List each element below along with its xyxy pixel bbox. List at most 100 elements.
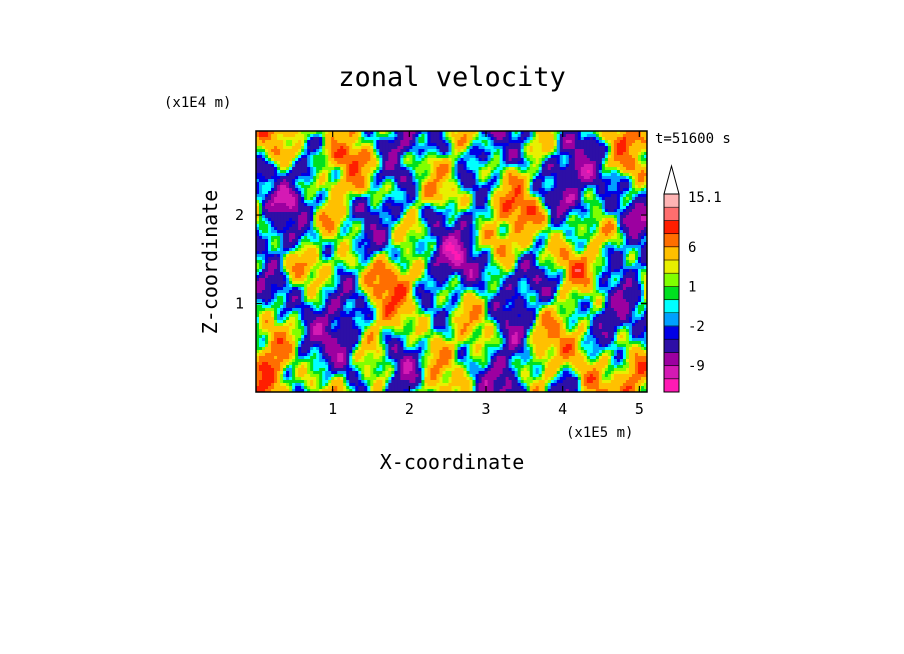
heatmap-cell	[304, 215, 308, 219]
heatmap-cell	[370, 167, 374, 171]
heatmap-cell	[514, 143, 519, 147]
heatmap-cell	[643, 209, 647, 213]
heatmap-cell	[331, 179, 335, 183]
heatmap-cell	[385, 203, 389, 207]
heatmap-cell	[280, 227, 284, 231]
heatmap-cell	[577, 224, 582, 228]
heatmap-cell	[373, 224, 377, 228]
heatmap-cell	[286, 218, 290, 222]
heatmap-cell	[292, 170, 296, 174]
heatmap-cell	[583, 140, 588, 144]
heatmap-cell	[373, 209, 377, 213]
heatmap-cell	[562, 170, 567, 174]
heatmap-cell	[556, 215, 561, 219]
heatmap-cell	[553, 155, 558, 159]
heatmap-cell	[601, 242, 606, 246]
heatmap-cell	[451, 167, 456, 171]
heatmap-cell	[580, 152, 585, 156]
heatmap-cell	[502, 137, 507, 141]
heatmap-cell	[307, 164, 311, 168]
heatmap-cell	[628, 200, 633, 204]
heatmap-cell	[622, 224, 627, 228]
heatmap-cell	[547, 143, 552, 147]
heatmap-cell	[553, 230, 558, 234]
heatmap-cell	[334, 134, 338, 138]
heatmap-cell	[565, 161, 570, 165]
heatmap-cell	[310, 134, 314, 138]
heatmap-cell	[286, 212, 290, 216]
heatmap-cell	[346, 197, 350, 201]
heatmap-cell	[625, 179, 630, 183]
heatmap-cell	[346, 188, 350, 192]
heatmap-cell	[460, 224, 465, 228]
heatmap-cell	[505, 191, 510, 195]
heatmap-cell	[277, 197, 281, 201]
heatmap-cell	[292, 230, 296, 234]
heatmap-cell	[367, 161, 371, 165]
heatmap-cell	[328, 188, 332, 192]
heatmap-cell	[490, 146, 495, 150]
heatmap-cell	[319, 206, 323, 210]
heatmap-cell	[631, 182, 636, 186]
heatmap-cell	[337, 200, 341, 204]
heatmap-cell	[394, 134, 398, 138]
heatmap-cell	[457, 140, 462, 144]
heatmap-cell	[322, 131, 326, 135]
heatmap-cell	[565, 242, 570, 246]
heatmap-cell	[487, 209, 492, 213]
heatmap-cell	[325, 137, 329, 141]
heatmap-cell	[424, 215, 429, 219]
heatmap-cell	[538, 143, 543, 147]
heatmap-cell	[478, 215, 483, 219]
heatmap-cell	[406, 179, 410, 183]
heatmap-cell	[592, 221, 597, 225]
heatmap-cell	[628, 158, 633, 162]
heatmap-cell	[484, 173, 489, 177]
heatmap-cell	[496, 182, 501, 186]
heatmap-cell	[436, 140, 441, 144]
heatmap-cell	[559, 242, 564, 246]
heatmap-cell	[622, 227, 627, 231]
heatmap-cell	[568, 164, 573, 168]
heatmap-cell	[388, 239, 392, 243]
heatmap-cell	[628, 197, 633, 201]
heatmap-cell	[313, 221, 317, 225]
heatmap-cell	[472, 161, 477, 165]
heatmap-cell	[448, 242, 453, 246]
heatmap-cell	[295, 146, 299, 150]
heatmap-cell	[574, 233, 579, 237]
heatmap-cell	[349, 218, 353, 222]
heatmap-cell	[526, 167, 531, 171]
heatmap-cell	[499, 221, 504, 225]
heatmap-cell	[463, 227, 468, 231]
heatmap-cell	[265, 152, 269, 156]
heatmap-cell	[643, 206, 647, 210]
heatmap-cell	[472, 137, 477, 141]
heatmap-cell	[256, 233, 260, 237]
heatmap-cell	[418, 239, 423, 243]
heatmap-cell	[268, 143, 272, 147]
heatmap-cell	[370, 134, 374, 138]
heatmap-cell	[355, 218, 359, 222]
heatmap-cell	[265, 167, 269, 171]
heatmap-cell	[268, 230, 272, 234]
heatmap-cell	[535, 161, 540, 165]
heatmap-cell	[490, 209, 495, 213]
heatmap-cell	[448, 191, 453, 195]
heatmap-cell	[601, 149, 606, 153]
heatmap-cell	[502, 230, 507, 234]
heatmap-cell	[580, 236, 585, 240]
heatmap-cell	[457, 194, 462, 198]
heatmap-cell	[433, 167, 438, 171]
heatmap-cell	[457, 143, 462, 147]
heatmap-cell	[466, 167, 471, 171]
heatmap-cell	[343, 140, 347, 144]
heatmap-cell	[271, 164, 275, 168]
heatmap-cell	[382, 131, 386, 135]
heatmap-cell	[547, 227, 552, 231]
heatmap-cell	[538, 185, 543, 189]
heatmap-cell	[406, 140, 410, 144]
heatmap-cell	[610, 164, 615, 168]
heatmap-cell	[346, 161, 350, 165]
heatmap-cell	[475, 173, 480, 177]
